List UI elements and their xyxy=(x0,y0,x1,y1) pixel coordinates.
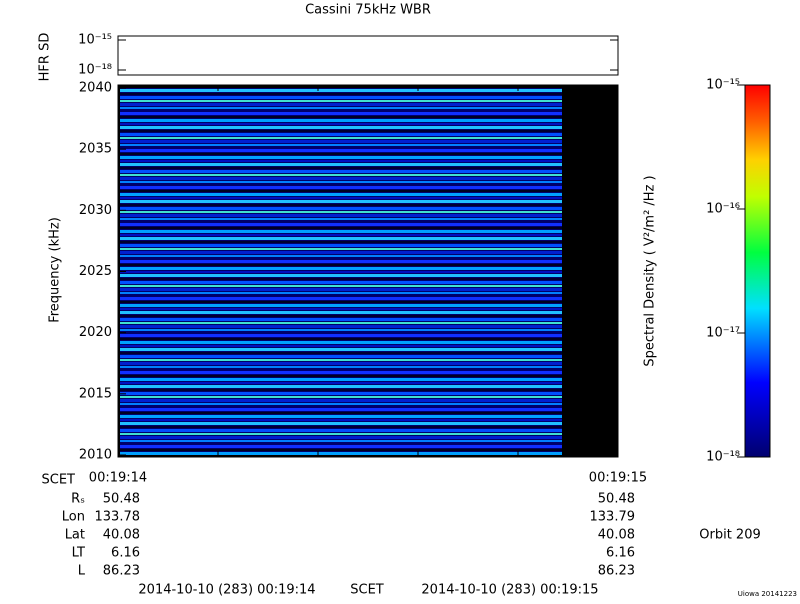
ephemeris-start: 133.78 xyxy=(95,510,141,525)
colorbar-tick-label: 10⁻¹⁶ xyxy=(706,202,740,217)
hfr-y-label: HFR SD xyxy=(38,33,53,82)
colorbar-tick-label: 10⁻¹⁸ xyxy=(706,450,740,465)
ephemeris-start: 86.23 xyxy=(103,564,140,579)
y-tick-label: 2015 xyxy=(79,386,112,401)
ephemeris-end: 50.48 xyxy=(598,492,635,507)
y-tick-label: 2035 xyxy=(79,142,112,157)
y-axis-label: Frequency (kHz) xyxy=(48,217,63,323)
credit: Uiowa 20141223 xyxy=(738,590,797,598)
colorbar-label: Spectral Density ( V²/m² /Hz ) xyxy=(643,175,658,366)
ephemeris-start: 6.16 xyxy=(111,546,140,561)
orbit: Orbit 209 xyxy=(699,528,760,543)
ephemeris-end: 133.79 xyxy=(590,510,636,525)
ephemeris: Rₛ 50.48 50.48 Lon 133.78 133.79 Lat 40.08 40.08… xyxy=(62,492,635,579)
y-tick-label: 2010 xyxy=(79,448,112,463)
spectrogram xyxy=(120,88,562,455)
ephemeris-end: 6.16 xyxy=(606,546,635,561)
ephemeris-end: 86.23 xyxy=(598,564,635,579)
colorbar xyxy=(744,84,771,458)
ephemeris-start: 50.48 xyxy=(103,492,140,507)
ephemeris-start: 40.08 xyxy=(103,528,140,543)
footer-label: SCET xyxy=(350,583,384,598)
ephemeris-name: Lat xyxy=(65,528,85,543)
footer-end: 2014-10-10 (283) 00:19:15 xyxy=(421,583,598,598)
colorbar-tick-label: 10⁻¹⁷ xyxy=(706,326,740,341)
ephemeris-end: 40.08 xyxy=(598,528,635,543)
ephemeris-name: LT xyxy=(72,546,85,561)
hfr-panel xyxy=(117,35,619,76)
colorbar-tick-label: 10⁻¹⁵ xyxy=(706,78,740,93)
hfr-tick-label: 10⁻¹⁸ xyxy=(78,63,112,78)
y-tick-label: 2020 xyxy=(79,325,112,340)
footer-start: 2014-10-10 (283) 00:19:14 xyxy=(138,583,315,598)
y-tick-label: 2030 xyxy=(79,203,112,218)
y-tick-label: 2040 xyxy=(79,81,112,96)
ephemeris-name: L xyxy=(78,564,86,579)
chart-title: Cassini 75kHz WBR xyxy=(305,3,431,18)
time-label: SCET xyxy=(42,473,76,488)
x-tick-marks xyxy=(217,85,519,457)
hfr-tick-label: 10⁻¹⁵ xyxy=(78,33,112,48)
x-start-label: 00:19:14 xyxy=(89,471,147,486)
ephemeris-name: Rₛ xyxy=(71,492,85,507)
y-tick-label: 2025 xyxy=(79,264,112,279)
ephemeris-name: Lon xyxy=(62,510,85,525)
x-end-label: 00:19:15 xyxy=(589,471,647,486)
